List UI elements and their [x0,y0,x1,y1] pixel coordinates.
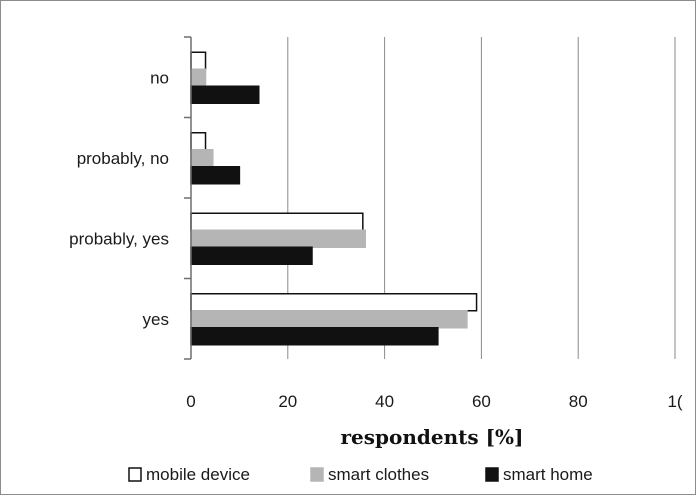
bar-smart-home-no [190,85,260,104]
x-axis-title: respondents [%] [340,425,523,449]
category-label: probably, yes [69,229,169,248]
bar-smart-clothes-probably-yes [190,229,366,248]
legend-swatch-mobile-device [128,467,142,482]
category-label: no [150,68,169,87]
legend-label-mobile-device: mobile device [146,465,250,484]
category-label: yes [143,310,169,329]
bar-mobile-device-probably-yes [190,212,364,231]
x-tick-label: 60 [472,392,491,411]
bar-smart-home-yes [190,327,439,346]
legend-swatch-smart-clothes [310,467,324,482]
bar-smart-clothes-probably-no [190,149,214,168]
bar-mobile-device-yes [190,293,478,312]
legend-label-smart-clothes: smart clothes [328,465,429,484]
bar-smart-home-probably-no [190,166,241,185]
bar-smart-home-probably-yes [190,246,313,265]
x-tick-labels: 0 20 40 60 80 1( [186,392,683,411]
x-tick-label: 40 [375,392,394,411]
x-tick-label: 80 [569,392,588,411]
bar-smart-clothes-yes [190,310,468,329]
legend-swatch-smart-home [485,467,499,482]
axes [184,36,192,360]
category-labels: no probably, no probably, yes yes [69,68,169,329]
bar-smart-clothes-no [190,68,207,87]
legend-label-smart-home: smart home [503,465,593,484]
bars [190,51,478,346]
x-tick-label: 0 [186,392,195,411]
bar-mobile-device-no [190,51,207,70]
x-tick-label: 20 [278,392,297,411]
bar-mobile-device-probably-no [190,132,207,151]
legend: mobile device smart clothes smart home [128,465,593,484]
category-label: probably, no [77,149,169,168]
x-tick-label: 1( [667,392,682,411]
